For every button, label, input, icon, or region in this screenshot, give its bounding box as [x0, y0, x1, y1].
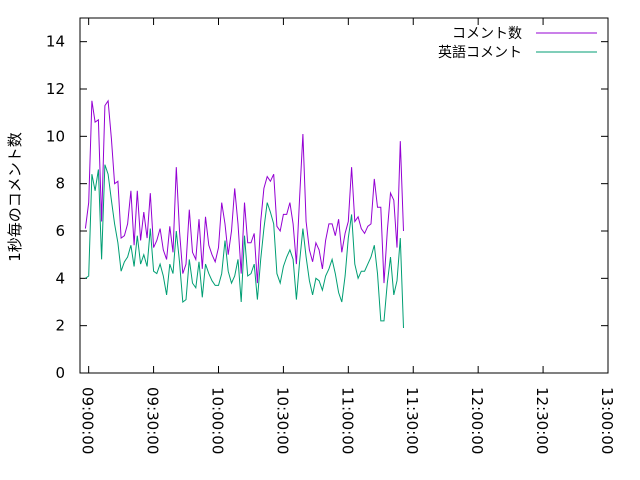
series-line-2 — [85, 164, 404, 329]
x-tick-label: 12:30:00 — [533, 387, 551, 454]
x-tick-label: 11:00:00 — [338, 387, 356, 454]
plot-frame — [79, 17, 609, 374]
y-axis: 0 2 4 6 8 10 12 14 — [46, 33, 608, 382]
y-tick-label: 10 — [46, 127, 65, 145]
legend-label-1: コメント数 — [452, 26, 522, 42]
y-axis-label: 1秒毎のコメント数 — [6, 132, 24, 262]
x-tick-label: 10:00:00 — [208, 387, 226, 454]
x-tick-label: 13:00:00 — [598, 387, 616, 454]
y-tick-label: 8 — [55, 175, 65, 193]
x-tick-label: 09:30:00 — [144, 387, 162, 454]
y-axis-label-group: 1秒毎のコメント数 — [6, 132, 24, 262]
series-layer — [84, 99, 404, 329]
y-tick-label: 4 — [55, 269, 65, 287]
y-tick-label: 2 — [55, 317, 65, 335]
x-tick-label: 12:00:00 — [468, 387, 486, 454]
y-tick-label: 0 — [55, 364, 65, 382]
x-axis: 09:00:00 09:30:00 10:00:00 10:30:00 11:00:00… — [79, 18, 616, 454]
y-tick-label: 6 — [55, 222, 65, 240]
plot-border — [79, 17, 609, 374]
legend-label-2: 英語コメント — [438, 44, 522, 61]
series-line-1 — [84, 99, 404, 284]
x-tick-label: 09:00:00 — [79, 387, 97, 454]
x-tick-label: 10:30:00 — [273, 387, 291, 454]
y-tick-label: 12 — [46, 80, 65, 98]
x-tick-label: 11:30:00 — [403, 387, 421, 454]
y-tick-label: 14 — [46, 33, 65, 51]
